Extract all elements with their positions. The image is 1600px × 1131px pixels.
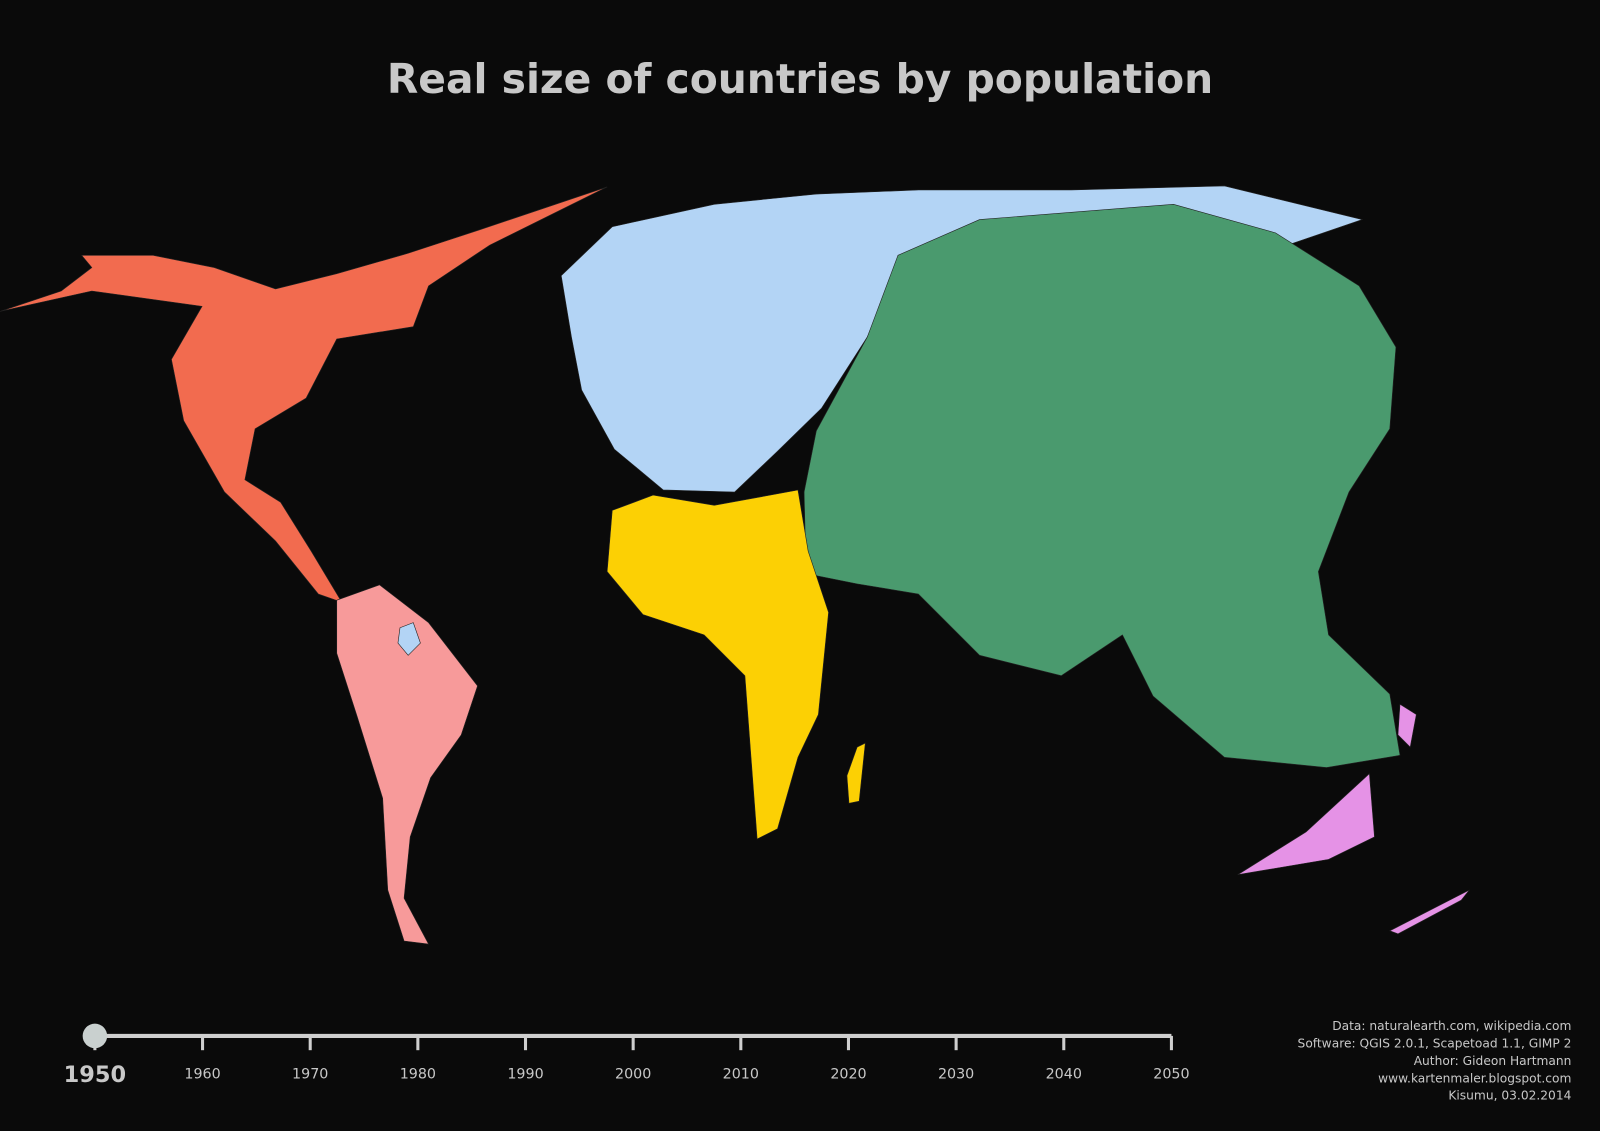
credit-line: Data: naturalearth.com, wikipedia.com xyxy=(1332,1019,1571,1033)
timeline-tick-label: 2040 xyxy=(1046,1067,1082,1083)
credit-line: Software: QGIS 2.0.1, Scapetoad 1.1, GIM… xyxy=(1298,1037,1572,1051)
credits: Data: naturalearth.com, wikipedia.com Sof… xyxy=(1298,1019,1572,1102)
timeline-tick-label: 1970 xyxy=(292,1067,328,1083)
credit-line: Author: Gideon Hartmann xyxy=(1414,1054,1572,1068)
timeline-knob[interactable] xyxy=(82,1023,108,1049)
oceania xyxy=(1237,703,1470,935)
timeline-tick-label: 1960 xyxy=(184,1067,220,1083)
current-year: 1950 xyxy=(64,1062,126,1088)
timeline-tick-label: 2010 xyxy=(723,1067,759,1083)
timeline-tick-label: 2030 xyxy=(938,1067,974,1083)
timeline-tick-label: 2020 xyxy=(830,1067,866,1083)
title: Real size of countries by population xyxy=(387,55,1213,103)
timeline-tick-label: 1980 xyxy=(400,1067,436,1083)
timeline-tick-label: 1990 xyxy=(507,1067,543,1083)
credit-line: www.kartenmaler.blogspot.com xyxy=(1378,1071,1571,1085)
credit-line: Kisumu, 03.02.2014 xyxy=(1448,1089,1571,1103)
south-america xyxy=(336,584,478,945)
timeline-tick-label: 2050 xyxy=(1153,1067,1189,1083)
timeline: 1960 1970 1980 1990 2000 2010 2020 2030 2040 2050… xyxy=(64,1023,1190,1088)
north-america xyxy=(0,186,608,603)
timeline-tick-label: 2000 xyxy=(615,1067,651,1083)
madagascar xyxy=(846,742,866,804)
africa xyxy=(606,489,829,840)
cartogram xyxy=(0,185,1470,945)
guiana xyxy=(397,622,421,656)
